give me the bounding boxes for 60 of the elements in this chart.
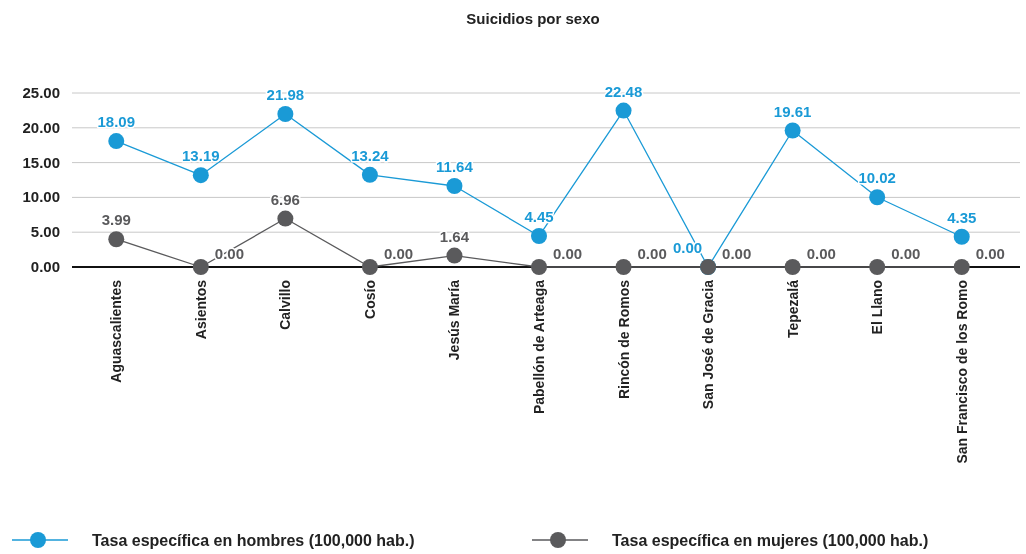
x-tick-label: Asientos <box>192 279 209 340</box>
y-tick-label: 25.00 <box>22 84 60 101</box>
data-label: 0.00 <box>553 245 583 262</box>
point <box>361 259 378 275</box>
data-label: 0.00 <box>383 245 414 262</box>
data-label: 0.00 <box>806 245 836 262</box>
data-label: 3.99 <box>101 211 131 229</box>
point <box>784 122 801 139</box>
data-label: 13.24 <box>351 146 390 164</box>
data-label: 6.96 <box>270 190 300 208</box>
point <box>869 189 886 206</box>
point <box>446 247 463 264</box>
legend-label: Tasa específica en hombres (100,000 hab.) <box>92 532 415 549</box>
point <box>784 259 801 275</box>
y-tick-label: 15.00 <box>22 153 60 171</box>
x-tick-label: San Francisco de los Romo <box>953 280 970 464</box>
point <box>531 259 547 275</box>
chart-title: Suicidios por sexo <box>466 10 600 27</box>
data-label: 0.00 <box>891 245 921 262</box>
data-label: 0.00 <box>637 245 667 262</box>
x-tick-label: Tepezalá <box>784 279 801 339</box>
data-label: 21.98 <box>266 86 305 104</box>
x-tick-label: Calvillo <box>277 280 294 330</box>
legend-label: Tasa específica en mujeres (100,000 hab.) <box>612 532 929 549</box>
x-tick-label: Aguascalientes <box>108 279 125 383</box>
point <box>277 210 294 227</box>
x-tick-label: Pabellón de Arteaga <box>531 279 547 415</box>
data-label: 11.64 <box>436 157 474 175</box>
data-label: 4.45 <box>524 208 554 226</box>
data-label: 22.48 <box>604 82 643 100</box>
point <box>361 166 378 183</box>
point <box>446 177 463 194</box>
data-label: 13.19 <box>182 147 220 165</box>
data-label: 0.00 <box>975 245 1005 262</box>
point <box>531 228 547 245</box>
point <box>108 133 125 150</box>
data-label: 10.02 <box>858 169 896 187</box>
y-tick-label: 5.00 <box>30 223 60 241</box>
data-label: 19.61 <box>773 102 812 120</box>
point <box>615 102 632 119</box>
point <box>277 106 294 123</box>
point <box>953 228 970 245</box>
point <box>615 259 632 275</box>
point <box>869 259 886 275</box>
data-label: 4.35 <box>947 208 977 226</box>
data-label: 1.64 <box>439 227 470 245</box>
x-tick-label: Rincón de Romos <box>615 279 632 400</box>
data-label: 18.09 <box>97 113 136 131</box>
x-tick-label: Jesús María <box>446 279 463 361</box>
point <box>192 167 209 184</box>
data-label: 0.00 <box>722 245 752 262</box>
y-tick-label: 0.00 <box>30 258 60 275</box>
point <box>192 259 209 275</box>
x-tick-label: El Llano <box>869 280 886 335</box>
y-tick-label: 20.00 <box>22 118 60 136</box>
point <box>108 231 125 248</box>
y-tick-label: 10.00 <box>22 188 60 206</box>
x-tick-label: San José de Gracia <box>700 279 717 410</box>
point <box>953 259 970 275</box>
x-tick-label: Cosío <box>361 280 378 319</box>
